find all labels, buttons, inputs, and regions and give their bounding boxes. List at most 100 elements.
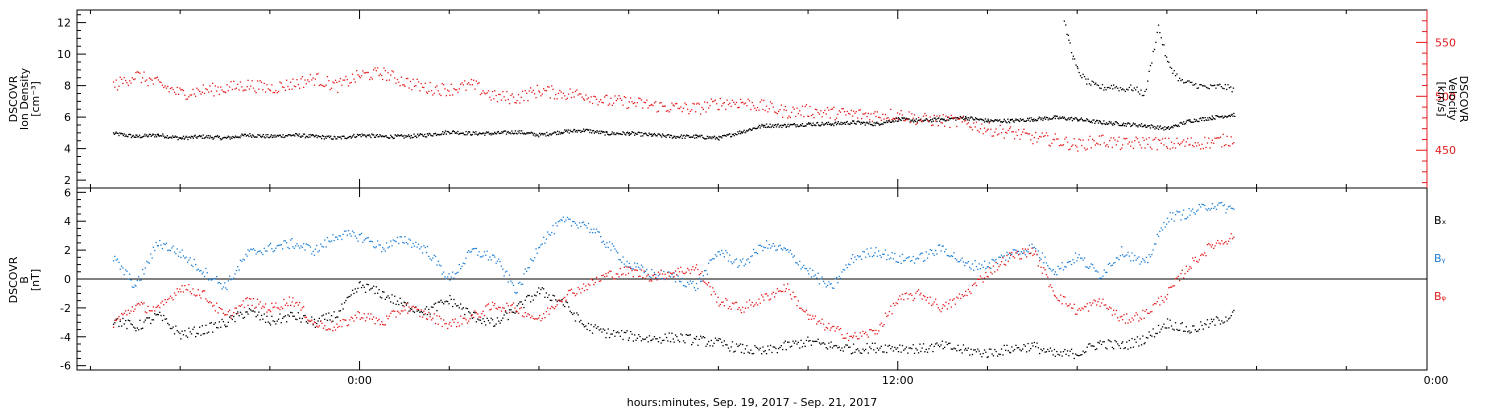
By-point: [404, 236, 406, 238]
By-point: [611, 243, 613, 245]
Bz-point: [147, 305, 149, 308]
By-point: [880, 256, 882, 258]
velocity-point: [1019, 138, 1021, 140]
By-point: [752, 248, 755, 251]
velocity-point: [939, 115, 941, 117]
density-point: [423, 135, 425, 138]
density-point: [612, 133, 614, 135]
By-point: [392, 239, 394, 241]
density_upper-point: [1160, 37, 1162, 39]
Bz-point: [900, 298, 902, 300]
density-point: [1018, 120, 1020, 122]
By-point: [411, 246, 413, 248]
Bz-point: [739, 309, 742, 311]
density-point: [1165, 128, 1167, 131]
Bz-point: [349, 319, 351, 321]
velocity-point: [735, 101, 738, 104]
density-point: [468, 131, 470, 133]
By-point: [905, 257, 908, 259]
velocity-point: [1157, 139, 1160, 141]
density-point: [1134, 123, 1136, 125]
Bz-point: [1173, 285, 1175, 287]
Bx-point: [1126, 341, 1128, 343]
Bz-point: [958, 293, 961, 295]
Bx-point: [182, 334, 185, 336]
By-point: [750, 255, 752, 258]
density-point: [491, 132, 493, 134]
Bz-point: [981, 277, 983, 279]
velocity-point: [1082, 139, 1084, 141]
density-point: [1119, 124, 1121, 127]
velocity-point: [1041, 132, 1043, 134]
Bx-point: [121, 325, 123, 327]
Bx-point: [458, 307, 460, 309]
Bx-point: [820, 343, 822, 345]
Bx-point: [360, 286, 363, 289]
density-point: [916, 121, 918, 123]
Bx-point: [290, 311, 292, 314]
density-point: [1192, 121, 1194, 123]
density-point: [918, 119, 920, 121]
density-point: [377, 136, 379, 138]
density-point: [313, 136, 316, 138]
density-point: [800, 125, 803, 127]
Bx-point: [428, 308, 430, 311]
velocity-point: [783, 109, 785, 111]
Bz-point: [924, 296, 926, 298]
Bz-point: [308, 320, 310, 322]
Bz-point: [787, 283, 789, 285]
velocity-point: [912, 117, 914, 119]
By-point: [479, 256, 482, 258]
Bx-point: [297, 312, 299, 314]
velocity-point: [763, 99, 765, 102]
density-point: [302, 135, 304, 137]
Bx-point: [837, 347, 839, 349]
Bz-point: [243, 306, 246, 309]
density-point: [698, 135, 700, 137]
By-point: [122, 267, 124, 269]
density-point: [1052, 116, 1055, 119]
velocity-tick-label: 550: [1435, 36, 1456, 49]
By-point: [764, 247, 766, 249]
density-point: [651, 135, 653, 137]
Bx-point: [982, 352, 984, 355]
velocity-point: [1218, 137, 1220, 139]
Bx-point: [862, 348, 864, 350]
Bx-point: [1222, 322, 1224, 324]
Bz-point: [353, 320, 355, 322]
Bz-point: [441, 325, 443, 328]
Bz-point: [825, 326, 827, 329]
density-point: [420, 133, 422, 136]
Bz-point: [283, 298, 285, 301]
By-point: [1090, 263, 1092, 265]
By-point: [483, 251, 486, 253]
Bx-point: [859, 352, 861, 354]
density-point: [1035, 119, 1037, 121]
Bz-point: [345, 319, 347, 321]
density-point: [926, 118, 928, 120]
density-point: [924, 119, 926, 121]
density-point: [446, 130, 448, 133]
By-point: [1161, 229, 1164, 231]
Bz-point: [634, 269, 636, 271]
velocity-point: [820, 110, 822, 112]
Bz-point: [163, 304, 165, 306]
Bx-point: [502, 317, 504, 319]
By-point: [343, 230, 346, 232]
density-point: [634, 132, 637, 134]
Bz-point: [713, 290, 715, 293]
Bz-point: [946, 308, 948, 310]
By-point: [544, 242, 546, 244]
Bx-point: [336, 316, 338, 318]
Bx-point: [614, 335, 616, 337]
velocity-point: [899, 113, 901, 115]
Bx-point: [517, 303, 520, 305]
Bx-point: [172, 326, 174, 328]
Bz-point: [663, 277, 665, 280]
Bx-point: [1003, 344, 1005, 347]
velocity-point: [177, 93, 180, 95]
By-point: [356, 237, 358, 239]
Bx-point: [689, 334, 691, 336]
By-point: [593, 228, 595, 230]
Bx-point: [985, 351, 987, 353]
